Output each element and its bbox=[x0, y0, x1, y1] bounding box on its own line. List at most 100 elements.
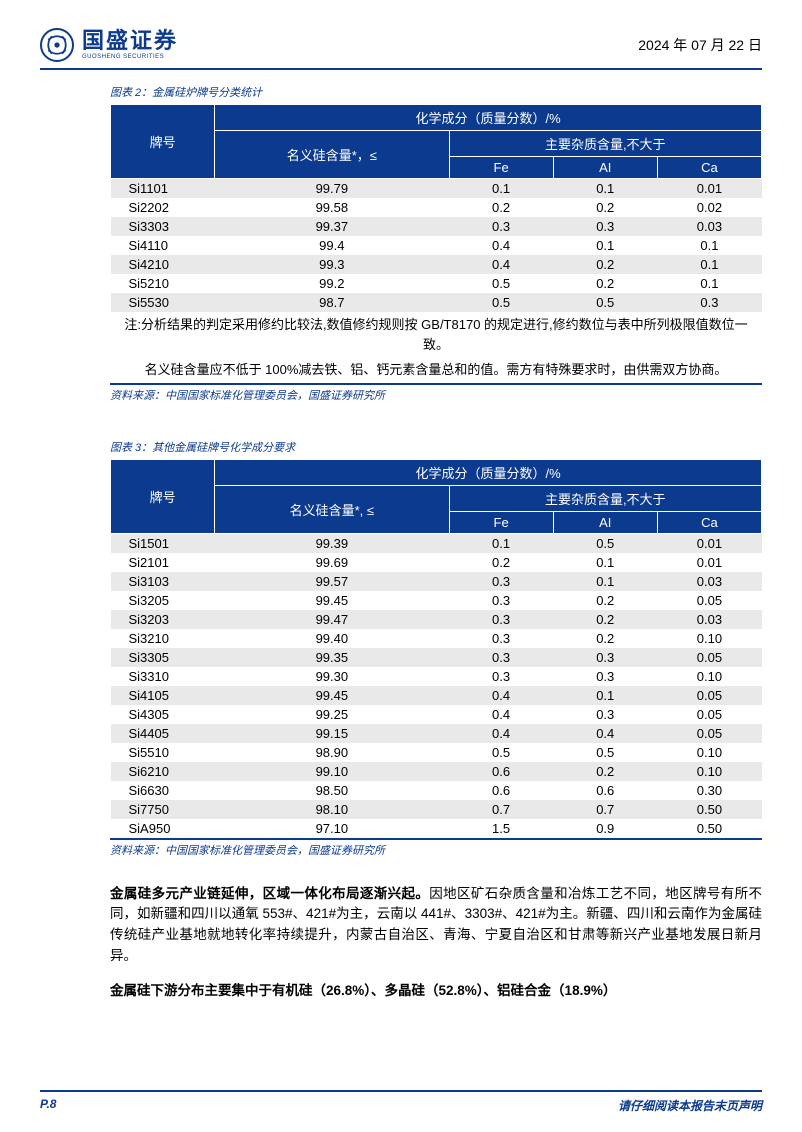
cell-si: 99.35 bbox=[215, 648, 449, 667]
footer-divider bbox=[40, 1090, 762, 1092]
th-chem: 化学成分（质量分数）/% bbox=[215, 459, 762, 485]
cell-si: 99.10 bbox=[215, 762, 449, 781]
cell-si: 99.45 bbox=[215, 591, 449, 610]
cell-fe: 0.5 bbox=[449, 274, 553, 293]
th-impurity: 主要杂质含量,不大于 bbox=[449, 485, 761, 511]
cell-ca: 0.10 bbox=[657, 667, 761, 686]
cell-ca: 0.10 bbox=[657, 629, 761, 648]
cell-fe: 0.5 bbox=[449, 293, 553, 312]
cell-fe: 0.1 bbox=[449, 179, 553, 199]
cell-ca: 0.05 bbox=[657, 591, 761, 610]
th-al: AI bbox=[553, 511, 657, 533]
company-name-en: GUOSHENG SECURITIES bbox=[82, 54, 178, 60]
table-row: Si321099.400.30.20.10 bbox=[111, 629, 762, 648]
cell-fe: 0.4 bbox=[449, 705, 553, 724]
cell-si: 99.39 bbox=[215, 533, 449, 553]
cell-si: 99.79 bbox=[215, 179, 449, 199]
cell-ca: 0.03 bbox=[657, 572, 761, 591]
cell-al: 0.3 bbox=[553, 705, 657, 724]
cell-grade: Si7750 bbox=[111, 800, 215, 819]
cell-fe: 0.1 bbox=[449, 533, 553, 553]
table2-source: 资料来源：中国国家标准化管理委员会，国盛证券研究所 bbox=[110, 842, 762, 858]
cell-ca: 0.05 bbox=[657, 648, 761, 667]
table-row: Si110199.790.10.10.01 bbox=[111, 179, 762, 199]
cell-si: 99.57 bbox=[215, 572, 449, 591]
table1-source: 资料来源：中国国家标准化管理委员会，国盛证券研究所 bbox=[110, 387, 762, 403]
cell-fe: 0.3 bbox=[449, 610, 553, 629]
cell-fe: 0.2 bbox=[449, 198, 553, 217]
cell-fe: 0.3 bbox=[449, 572, 553, 591]
table-row: Si421099.30.40.20.1 bbox=[111, 255, 762, 274]
cell-fe: 0.3 bbox=[449, 667, 553, 686]
cell-si: 98.7 bbox=[215, 293, 449, 312]
cell-al: 0.2 bbox=[553, 629, 657, 648]
cell-si: 99.4 bbox=[215, 236, 449, 255]
cell-ca: 0.05 bbox=[657, 705, 761, 724]
table-row: Si663098.500.60.60.30 bbox=[111, 781, 762, 800]
cell-al: 0.1 bbox=[553, 686, 657, 705]
th-fe: Fe bbox=[449, 511, 553, 533]
cell-al: 0.2 bbox=[553, 255, 657, 274]
cell-ca: 0.03 bbox=[657, 610, 761, 629]
cell-ca: 0.1 bbox=[657, 236, 761, 255]
cell-fe: 1.5 bbox=[449, 819, 553, 838]
th-grade: 牌号 bbox=[111, 105, 215, 179]
cell-al: 0.3 bbox=[553, 217, 657, 236]
cell-al: 0.9 bbox=[553, 819, 657, 838]
cell-grade: Si3205 bbox=[111, 591, 215, 610]
table-row: Si331099.300.30.30.10 bbox=[111, 667, 762, 686]
cell-si: 99.3 bbox=[215, 255, 449, 274]
cell-fe: 0.4 bbox=[449, 724, 553, 743]
cell-ca: 0.50 bbox=[657, 819, 761, 838]
table1: 牌号 化学成分（质量分数）/% 名义硅含量*，≤ 主要杂质含量,不大于 Fe A… bbox=[110, 104, 762, 383]
cell-fe: 0.3 bbox=[449, 591, 553, 610]
company-name-cn: 国盛证券 bbox=[82, 30, 178, 52]
table-row: Si330599.350.30.30.05 bbox=[111, 648, 762, 667]
cell-grade: Si6630 bbox=[111, 781, 215, 800]
page-header: 国盛证券 GUOSHENG SECURITIES 2024 年 07 月 22 … bbox=[40, 28, 762, 66]
cell-grade: Si4110 bbox=[111, 236, 215, 255]
cell-ca: 0.05 bbox=[657, 724, 761, 743]
table-row: Si310399.570.30.10.03 bbox=[111, 572, 762, 591]
paragraph-2: 金属硅下游分布主要集中于有机硅（26.8%）、多晶硅（52.8%）、铝硅合金（1… bbox=[110, 981, 762, 1002]
table-note-row: 名义硅含量应不低于 100%减去铁、铝、钙元素含量总和的值。需方有特殊要求时，由… bbox=[111, 357, 762, 383]
cell-grade: Si3103 bbox=[111, 572, 215, 591]
th-chem: 化学成分（质量分数）/% bbox=[215, 105, 762, 131]
cell-grade: Si3305 bbox=[111, 648, 215, 667]
cell-al: 0.4 bbox=[553, 724, 657, 743]
cell-ca: 0.01 bbox=[657, 533, 761, 553]
th-ca: Ca bbox=[657, 157, 761, 179]
cell-ca: 0.01 bbox=[657, 179, 761, 199]
cell-fe: 0.3 bbox=[449, 648, 553, 667]
th-si: 名义硅含量*, ≤ bbox=[215, 485, 449, 533]
cell-grade: Si4105 bbox=[111, 686, 215, 705]
cell-al: 0.1 bbox=[553, 553, 657, 572]
cell-fe: 0.7 bbox=[449, 800, 553, 819]
cell-grade: Si2202 bbox=[111, 198, 215, 217]
cell-grade: Si4305 bbox=[111, 705, 215, 724]
cell-fe: 0.4 bbox=[449, 236, 553, 255]
table-row: Si430599.250.40.30.05 bbox=[111, 705, 762, 724]
cell-grade: Si3210 bbox=[111, 629, 215, 648]
table-row: Si621099.100.60.20.10 bbox=[111, 762, 762, 781]
cell-ca: 0.05 bbox=[657, 686, 761, 705]
cell-grade: SiA950 bbox=[111, 819, 215, 838]
cell-ca: 0.10 bbox=[657, 743, 761, 762]
table-row: SiA95097.101.50.90.50 bbox=[111, 819, 762, 838]
cell-ca: 0.3 bbox=[657, 293, 761, 312]
cell-al: 0.1 bbox=[553, 236, 657, 255]
footer-disclaimer: 请仔细阅读本报告末页声明 bbox=[618, 1097, 762, 1114]
table-note: 名义硅含量应不低于 100%减去铁、铝、钙元素含量总和的值。需方有特殊要求时，由… bbox=[111, 357, 762, 383]
table-row: Si320399.470.30.20.03 bbox=[111, 610, 762, 629]
table-row: Si551098.900.50.50.10 bbox=[111, 743, 762, 762]
company-logo: 国盛证券 GUOSHENG SECURITIES bbox=[40, 28, 178, 62]
cell-al: 0.5 bbox=[553, 293, 657, 312]
logo-icon bbox=[40, 28, 74, 62]
table-note-row: 注:分析结果的判定采用修约比较法,数值修约规则按 GB/T8170 的规定进行,… bbox=[111, 312, 762, 357]
table-row: Si553098.70.50.50.3 bbox=[111, 293, 762, 312]
cell-al: 0.5 bbox=[553, 533, 657, 553]
cell-grade: Si1501 bbox=[111, 533, 215, 553]
cell-fe: 0.6 bbox=[449, 762, 553, 781]
th-al: AI bbox=[553, 157, 657, 179]
cell-si: 99.2 bbox=[215, 274, 449, 293]
